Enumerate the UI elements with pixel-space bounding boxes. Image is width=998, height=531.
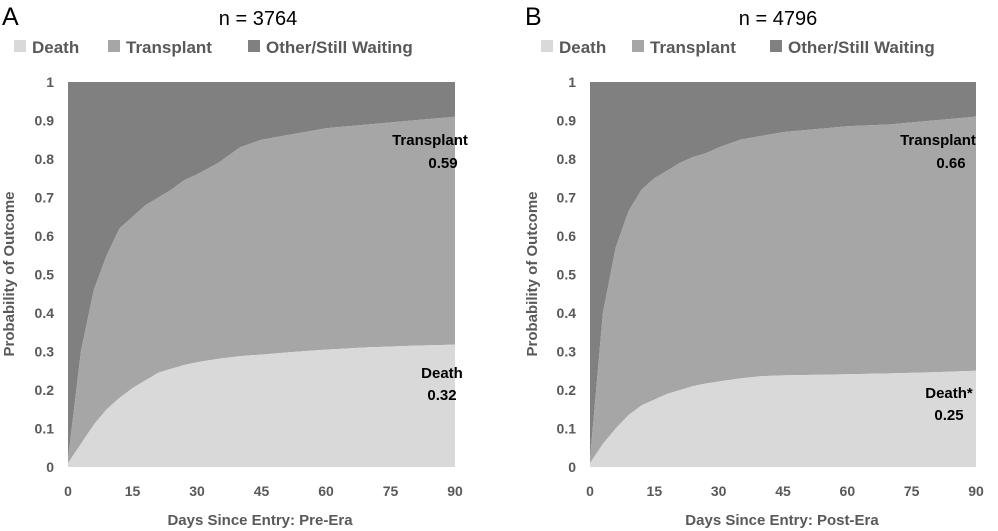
annotation-a-death-label: Death xyxy=(421,365,463,382)
panel-b-y-axis: 0 0.1 0.2 0.3 0.4 0.5 0.6 0.7 0.8 0.9 1 xyxy=(557,74,577,475)
y-tick-label: 0 xyxy=(568,459,576,475)
y-tick-label: 0.4 xyxy=(35,305,55,321)
annotation-b-death-label: Death* xyxy=(925,385,973,402)
y-tick-label: 0.8 xyxy=(35,151,55,167)
y-tick-label: 0.9 xyxy=(557,113,577,129)
x-tick-label: 0 xyxy=(586,483,594,499)
panel-a-y-axis: 0 0.1 0.2 0.3 0.4 0.5 0.6 0.7 0.8 0.9 1 xyxy=(35,74,55,475)
annotation-a-transplant-label: Transplant xyxy=(392,132,468,149)
annotation-b-death-value: 0.25 xyxy=(934,407,963,424)
panel-b-x-axis-title: Days Since Entry: Post-Era xyxy=(685,512,879,529)
x-tick-label: 75 xyxy=(904,483,920,499)
panel-b-title: n = 4796 xyxy=(739,8,817,30)
legend-b-label-transplant: Transplant xyxy=(650,38,736,57)
x-tick-label: 75 xyxy=(383,483,399,499)
y-tick-label: 0.5 xyxy=(557,267,577,283)
panel-a-x-axis: 0 15 30 45 60 75 90 xyxy=(64,483,463,499)
y-tick-label: 0.3 xyxy=(557,344,577,360)
panel-a-legend: Death Transplant Other/Still Waiting xyxy=(14,38,413,57)
panel-b-x-axis: 0 15 30 45 60 75 90 xyxy=(586,483,984,499)
x-tick-label: 90 xyxy=(447,483,463,499)
x-tick-label: 15 xyxy=(647,483,663,499)
x-tick-label: 15 xyxy=(125,483,141,499)
annotation-b-transplant-label: Transplant xyxy=(900,132,976,149)
annotation-a-transplant-value: 0.59 xyxy=(428,155,457,172)
y-tick-label: 1 xyxy=(46,74,54,90)
annotation-b-transplant-value: 0.66 xyxy=(936,155,965,172)
panel-a-title: n = 3764 xyxy=(219,8,297,30)
legend-a-swatch-death xyxy=(14,40,26,52)
legend-b-swatch-other xyxy=(770,40,782,52)
panel-a-x-axis-title: Days Since Entry: Pre-Era xyxy=(167,512,353,529)
y-tick-label: 0.4 xyxy=(557,305,577,321)
x-tick-label: 45 xyxy=(254,483,270,499)
area-a-other-still-waiting xyxy=(68,82,455,460)
area-a-death xyxy=(68,344,455,467)
y-tick-label: 1 xyxy=(568,74,576,90)
y-tick-label: 0.6 xyxy=(35,228,55,244)
panel-b-y-axis-title: Probability of Outcome xyxy=(524,191,541,356)
legend-b-swatch-transplant xyxy=(632,40,644,52)
panel-a-y-axis-title: Probability of Outcome xyxy=(1,191,18,356)
x-tick-label: 0 xyxy=(64,483,72,499)
y-tick-label: 0.2 xyxy=(35,382,55,398)
x-tick-label: 45 xyxy=(775,483,791,499)
x-tick-label: 90 xyxy=(968,483,984,499)
legend-a-swatch-other xyxy=(248,40,260,52)
legend-b-label-other: Other/Still Waiting xyxy=(788,38,935,57)
x-tick-label: 60 xyxy=(840,483,856,499)
annotation-a-death-value: 0.32 xyxy=(427,387,456,404)
y-tick-label: 0.1 xyxy=(557,421,577,437)
panel-letter-a: A xyxy=(2,3,19,31)
legend-a-label-other: Other/Still Waiting xyxy=(266,38,413,57)
legend-b-label-death: Death xyxy=(559,38,606,57)
area-b-transplant xyxy=(590,116,976,464)
y-tick-label: 0.8 xyxy=(557,151,577,167)
y-tick-label: 0.1 xyxy=(35,421,55,437)
x-tick-label: 60 xyxy=(318,483,334,499)
panel-b-legend: Death Transplant Other/Still Waiting xyxy=(541,38,935,57)
panel-b-plot xyxy=(590,82,976,467)
y-tick-label: 0 xyxy=(46,459,54,475)
panel-b: B n = 4796 Death Transplant Other/Still … xyxy=(524,3,984,529)
x-tick-label: 30 xyxy=(189,483,205,499)
legend-a-label-transplant: Transplant xyxy=(126,38,212,57)
panel-a: A n = 3764 Death Transplant Other/Still … xyxy=(1,3,468,529)
area-a-transplant xyxy=(68,116,455,464)
y-tick-label: 0.3 xyxy=(35,344,55,360)
y-tick-label: 0.9 xyxy=(35,113,55,129)
y-tick-label: 0.7 xyxy=(557,190,577,206)
legend-a-swatch-transplant xyxy=(108,40,120,52)
legend-a-label-death: Death xyxy=(32,38,79,57)
y-tick-label: 0.2 xyxy=(557,382,577,398)
y-tick-label: 0.5 xyxy=(35,267,55,283)
panel-letter-b: B xyxy=(525,3,542,31)
y-tick-label: 0.6 xyxy=(557,228,577,244)
y-tick-label: 0.7 xyxy=(35,190,55,206)
legend-b-swatch-death xyxy=(541,40,553,52)
area-b-other-still-waiting xyxy=(590,82,976,460)
x-tick-label: 30 xyxy=(711,483,727,499)
panel-a-plot xyxy=(68,82,455,467)
area-b-death xyxy=(590,370,976,467)
